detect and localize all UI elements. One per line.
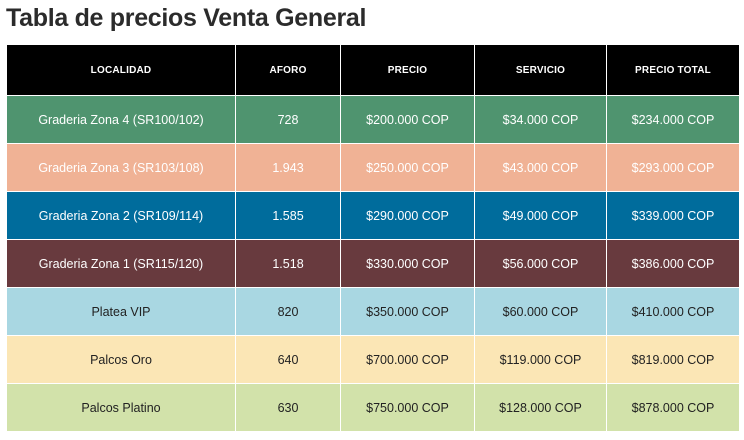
cell-servicio: $56.000 COP: [474, 239, 607, 288]
table-row: Palcos Oro 640 $700.000 COP $119.000 COP…: [6, 335, 740, 384]
table-row: Platea VIP 820 $350.000 COP $60.000 COP …: [6, 287, 740, 336]
header-precio-total: PRECIO TOTAL: [606, 44, 740, 96]
cell-aforo: 820: [235, 287, 341, 336]
cell-precio: $700.000 COP: [340, 335, 475, 384]
cell-aforo: 728: [235, 95, 341, 144]
cell-precio: $350.000 COP: [340, 287, 475, 336]
cell-precio: $330.000 COP: [340, 239, 475, 288]
cell-localidad: Palcos Platino: [6, 383, 236, 432]
cell-localidad: Graderia Zona 1 (SR115/120): [6, 239, 236, 288]
price-table: LOCALIDAD AFORO PRECIO SERVICIO PRECIO T…: [6, 44, 740, 432]
header-row: LOCALIDAD AFORO PRECIO SERVICIO PRECIO T…: [6, 44, 740, 96]
cell-precio-total: $410.000 COP: [606, 287, 740, 336]
cell-aforo: 630: [235, 383, 341, 432]
cell-aforo: 1.518: [235, 239, 341, 288]
table-row: Graderia Zona 2 (SR109/114) 1.585 $290.0…: [6, 191, 740, 240]
cell-aforo: 1.943: [235, 143, 341, 192]
header-localidad: LOCALIDAD: [6, 44, 236, 96]
cell-aforo: 640: [235, 335, 341, 384]
page-title: Tabla de precios Venta General: [6, 4, 367, 32]
cell-servicio: $128.000 COP: [474, 383, 607, 432]
cell-precio-total: $878.000 COP: [606, 383, 740, 432]
cell-precio-total: $293.000 COP: [606, 143, 740, 192]
cell-precio-total: $819.000 COP: [606, 335, 740, 384]
table-row: Graderia Zona 3 (SR103/108) 1.943 $250.0…: [6, 143, 740, 192]
cell-servicio: $49.000 COP: [474, 191, 607, 240]
table-body: Graderia Zona 4 (SR100/102) 728 $200.000…: [6, 95, 740, 432]
cell-servicio: $34.000 COP: [474, 95, 607, 144]
cell-precio-total: $339.000 COP: [606, 191, 740, 240]
header-servicio: SERVICIO: [474, 44, 607, 96]
cell-precio: $750.000 COP: [340, 383, 475, 432]
cell-localidad: Graderia Zona 4 (SR100/102): [6, 95, 236, 144]
cell-precio-total: $386.000 COP: [606, 239, 740, 288]
cell-servicio: $119.000 COP: [474, 335, 607, 384]
cell-precio-total: $234.000 COP: [606, 95, 740, 144]
cell-precio: $200.000 COP: [340, 95, 475, 144]
table-row: Graderia Zona 4 (SR100/102) 728 $200.000…: [6, 95, 740, 144]
cell-localidad: Graderia Zona 2 (SR109/114): [6, 191, 236, 240]
cell-localidad: Platea VIP: [6, 287, 236, 336]
header-aforo: AFORO: [235, 44, 341, 96]
table-row: Graderia Zona 1 (SR115/120) 1.518 $330.0…: [6, 239, 740, 288]
table-header: LOCALIDAD AFORO PRECIO SERVICIO PRECIO T…: [6, 44, 740, 96]
cell-servicio: $43.000 COP: [474, 143, 607, 192]
table-row: Palcos Platino 630 $750.000 COP $128.000…: [6, 383, 740, 432]
header-precio: PRECIO: [340, 44, 475, 96]
cell-precio: $290.000 COP: [340, 191, 475, 240]
cell-aforo: 1.585: [235, 191, 341, 240]
cell-precio: $250.000 COP: [340, 143, 475, 192]
cell-servicio: $60.000 COP: [474, 287, 607, 336]
cell-localidad: Graderia Zona 3 (SR103/108): [6, 143, 236, 192]
cell-localidad: Palcos Oro: [6, 335, 236, 384]
